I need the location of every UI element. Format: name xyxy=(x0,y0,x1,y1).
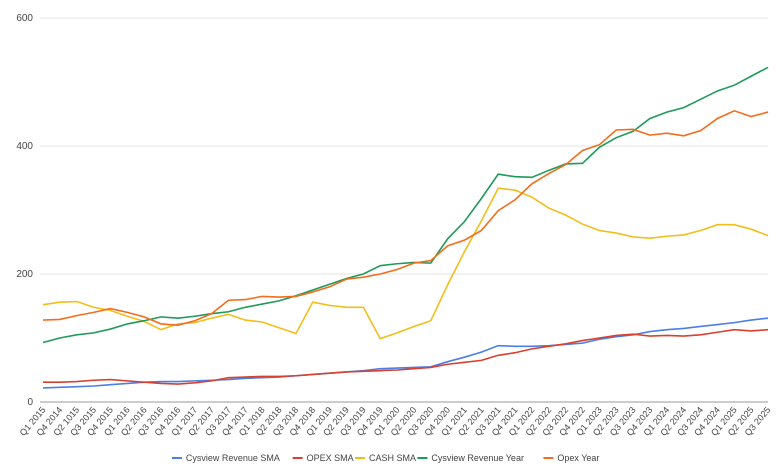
legend-label: Cysview Revenue Year xyxy=(431,453,524,463)
legend-label: Cysview Revenue SMA xyxy=(186,453,280,463)
series-line xyxy=(42,187,769,340)
series-line xyxy=(42,317,769,389)
series-line xyxy=(42,66,769,344)
legend-label: OPEX SMA xyxy=(307,453,354,463)
y-tick-label: 400 xyxy=(16,141,33,152)
y-tick-label: 200 xyxy=(16,269,33,280)
y-tick-label: 600 xyxy=(16,13,33,24)
legend-label: Opex Year xyxy=(557,453,599,463)
series-line xyxy=(43,328,769,385)
series-line xyxy=(42,109,769,327)
legend-label: CASH SMA xyxy=(369,453,416,463)
y-tick-label: 0 xyxy=(27,397,33,408)
